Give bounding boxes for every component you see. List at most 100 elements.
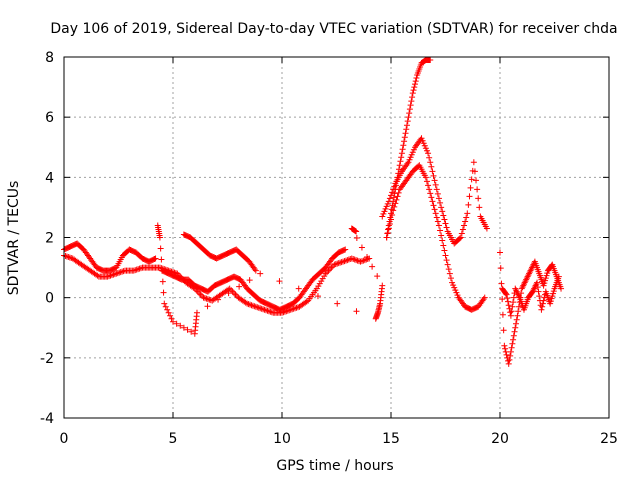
data-point: [410, 146, 417, 153]
y-tick-label: 4: [45, 170, 54, 186]
data-point: [507, 348, 514, 355]
data-point: [289, 306, 296, 313]
data-point: [276, 278, 283, 285]
data-point: [434, 218, 441, 225]
data-point: [426, 186, 433, 193]
data-point: [207, 297, 214, 304]
data-point: [428, 163, 435, 170]
data-point: [66, 254, 73, 261]
grid-lines: [64, 57, 609, 418]
data-point: [352, 227, 359, 234]
data-point: [402, 130, 409, 137]
data-point: [156, 264, 163, 271]
data-point: [503, 351, 510, 358]
data-point: [434, 190, 441, 197]
data-point: [255, 304, 262, 311]
data-point: [267, 308, 274, 315]
data-point: [461, 222, 468, 229]
data-point: [381, 208, 388, 215]
data-point: [331, 261, 338, 268]
data-point: [498, 280, 505, 287]
data-point: [379, 213, 386, 220]
data-point: [249, 302, 256, 309]
data-point: [340, 258, 347, 265]
data-point: [106, 273, 113, 280]
data-point: [342, 257, 349, 264]
data-point: [470, 159, 477, 166]
data-point: [364, 254, 371, 261]
data-point: [263, 307, 270, 314]
data-point: [474, 186, 481, 193]
data-point: [535, 288, 542, 295]
data-point: [341, 258, 348, 265]
y-tick-label: 6: [45, 110, 54, 126]
data-point: [386, 195, 393, 202]
x-tick-label: 25: [600, 431, 618, 447]
series-track-c: [180, 231, 259, 274]
data-point: [443, 224, 450, 231]
x-axis-label: GPS time / hours: [276, 458, 393, 474]
data-point: [167, 312, 174, 319]
data-point: [338, 259, 345, 266]
data-point: [156, 234, 163, 241]
chart-title: Day 106 of 2019, Sidereal Day-to-day VTE…: [50, 21, 617, 37]
data-point: [94, 272, 101, 279]
data-point: [467, 184, 474, 191]
data-point: [345, 256, 352, 263]
series-track-d: [159, 246, 349, 313]
data-point: [548, 295, 555, 302]
data-point: [550, 290, 557, 297]
data-point: [151, 256, 158, 263]
data-point: [257, 270, 264, 277]
data-point: [409, 94, 416, 101]
data-point: [245, 301, 252, 308]
data-point: [539, 300, 546, 307]
data-point: [361, 257, 368, 264]
data-point: [397, 158, 404, 165]
data-point: [396, 162, 403, 169]
data-point: [120, 268, 127, 275]
data-point: [421, 142, 428, 149]
data-point: [510, 336, 517, 343]
y-axis-label: SDTVAR / TECUs: [6, 181, 22, 296]
data-point: [108, 272, 115, 279]
data-point: [502, 290, 509, 297]
data-point: [353, 308, 360, 315]
data-point: [427, 159, 434, 166]
data-point: [540, 282, 547, 289]
data-point: [380, 210, 387, 217]
data-point: [384, 229, 391, 236]
data-point: [427, 190, 434, 197]
data-point: [438, 204, 445, 211]
data-point: [442, 220, 449, 227]
data-point: [133, 266, 140, 273]
data-point: [510, 299, 517, 306]
data-point: [405, 114, 412, 121]
data-point: [425, 182, 432, 189]
data-point: [409, 149, 416, 156]
data-point: [549, 293, 556, 300]
data-point: [500, 327, 507, 334]
data-point: [550, 288, 557, 295]
data-point: [385, 198, 392, 205]
data-point: [350, 256, 357, 263]
series-misc: [154, 222, 386, 337]
data-point: [413, 75, 420, 82]
data-point: [321, 273, 328, 280]
data-point: [401, 134, 408, 141]
data-point: [512, 324, 519, 331]
data-point: [464, 210, 471, 217]
data-point: [400, 142, 407, 149]
data-point: [475, 195, 482, 202]
data-point: [152, 255, 159, 262]
data-point: [507, 352, 514, 359]
data-point: [471, 168, 478, 175]
data-point: [458, 230, 465, 237]
data-point: [110, 271, 117, 278]
data-point: [429, 168, 436, 175]
data-point: [505, 302, 512, 309]
data-point: [119, 268, 126, 275]
data-point: [432, 210, 439, 217]
data-point: [111, 271, 118, 278]
